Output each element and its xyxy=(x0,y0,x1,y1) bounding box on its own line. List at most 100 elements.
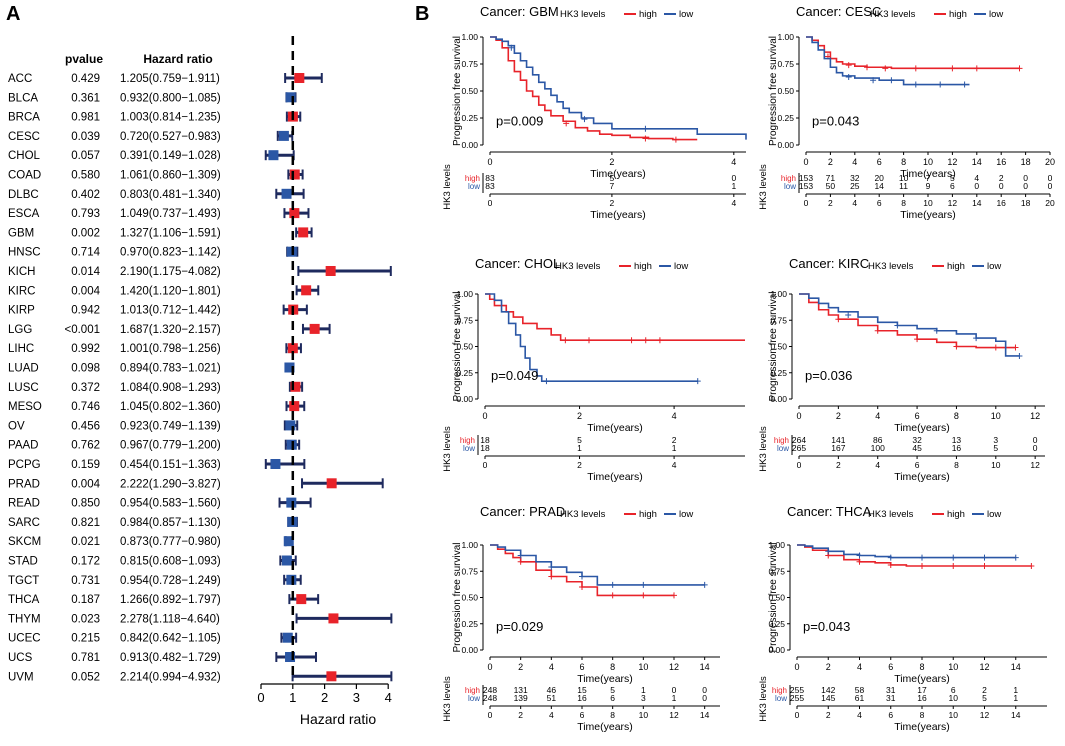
risk-x-tick-label: 14 xyxy=(1011,710,1021,720)
cancer-label: PRAD xyxy=(8,478,40,490)
km-title: Cancer: THCA xyxy=(787,504,872,519)
x-axis-label: Time(years) xyxy=(894,422,950,434)
hr-point xyxy=(309,323,320,334)
hr-cell: 1.061(0.860−1.309) xyxy=(120,170,221,182)
risk-row-label-low: low xyxy=(468,694,480,703)
risk-x-axis-label: Time(years) xyxy=(900,209,956,221)
risk-x-tick-label: 10 xyxy=(949,710,959,720)
cancer-label: THYM xyxy=(8,613,41,625)
risk-count-high: 0 xyxy=(1033,435,1038,445)
x-tick-label: 2 xyxy=(826,662,831,672)
censor-mark-low xyxy=(825,548,832,555)
hr-point xyxy=(284,362,295,373)
censor-mark-high xyxy=(672,136,679,143)
x-tick-label: 8 xyxy=(901,157,906,167)
x-tick-label: 4 xyxy=(857,662,862,672)
x-tick-label: 8 xyxy=(919,662,924,672)
x-tick-label: 2 xyxy=(828,157,833,167)
hr-cell: 0.913(0.482−1.729) xyxy=(120,652,221,664)
pvalue-cell: 0.004 xyxy=(71,478,100,490)
risk-row-label-high: high xyxy=(465,686,480,695)
risk-x-tick-label: 20 xyxy=(1045,198,1055,208)
censor-mark-high xyxy=(973,65,980,72)
risk-x-tick-label: 4 xyxy=(875,460,880,470)
x-axis-label: Time(years) xyxy=(590,168,646,180)
risk-count-high: 264 xyxy=(792,435,806,445)
risk-row-label-low: low xyxy=(468,182,480,191)
legend-title: HK3 levels xyxy=(560,509,606,520)
risk-count-high: 7 xyxy=(926,173,931,183)
censor-mark-high xyxy=(579,584,585,590)
risk-x-tick-label: 8 xyxy=(954,460,959,470)
hr-point xyxy=(328,613,339,624)
risk-count-low: 0 xyxy=(1023,181,1028,191)
risk-count-high: 0 xyxy=(1048,173,1053,183)
cancer-label: UVM xyxy=(8,671,34,683)
x-tick-label: 20 xyxy=(1045,157,1055,167)
x-tick-label: 6 xyxy=(877,157,882,167)
panel-a-label: A xyxy=(6,3,20,25)
risk-table-ylabel: HK3 levels xyxy=(442,426,453,472)
survival-curve-low xyxy=(799,293,1020,357)
censor-mark-low xyxy=(888,77,895,84)
legend-label-high: high xyxy=(639,9,657,20)
risk-row-label-high: high xyxy=(781,174,796,183)
risk-x-tick-label: 0 xyxy=(488,710,493,720)
x-tick-label: 4 xyxy=(672,411,677,421)
y-axis-label: Progression free survival xyxy=(768,291,779,401)
risk-count-high: 86 xyxy=(873,435,883,445)
cancer-label: OV xyxy=(8,420,25,432)
pvalue-cell: 0.098 xyxy=(71,363,100,375)
legend-label-high: high xyxy=(949,9,967,20)
risk-count-low: 10 xyxy=(949,693,959,703)
risk-x-tick-label: 0 xyxy=(797,460,802,470)
x-tick-label: 0 xyxy=(794,662,799,672)
y-tick-label: 0.75 xyxy=(777,59,794,69)
censor-mark-low xyxy=(845,73,852,80)
pvalue-cell: 0.052 xyxy=(71,671,100,683)
pvalue-cell: 0.159 xyxy=(71,459,100,471)
y-tick-label: 0.75 xyxy=(768,566,785,576)
hr-point xyxy=(281,555,292,566)
risk-count-low: 51 xyxy=(547,693,557,703)
hr-point xyxy=(325,266,336,276)
y-tick-label: 0.50 xyxy=(768,593,785,603)
y-tick-label: 0.75 xyxy=(461,59,478,69)
x-tick-label: 4 xyxy=(852,157,857,167)
risk-x-axis-label: Time(years) xyxy=(894,471,950,483)
censor-mark-high xyxy=(671,592,677,599)
censor-mark-low xyxy=(933,327,940,334)
y-tick-label: 1.00 xyxy=(461,540,478,550)
cancer-label: COAD xyxy=(8,170,41,182)
survival-curve-high xyxy=(490,36,698,141)
risk-x-tick-label: 14 xyxy=(700,710,710,720)
x-tick-label: 10 xyxy=(991,411,1001,421)
pvalue-cell: 0.372 xyxy=(71,382,100,394)
km-title: Cancer: KIRC xyxy=(789,256,869,271)
hr-cell: 0.967(0.779−1.200) xyxy=(120,440,221,452)
risk-count-low: 1 xyxy=(672,443,677,453)
risk-count-high: 153 xyxy=(799,173,813,183)
hr-cell: 2.222(1.290−3.827) xyxy=(120,478,221,490)
x-axis-label: Time(years) xyxy=(894,673,950,685)
risk-count-low: 14 xyxy=(874,181,884,191)
hr-cell: 0.720(0.527−0.983) xyxy=(120,131,221,143)
risk-count-high: 4 xyxy=(974,173,979,183)
risk-count-low: 18 xyxy=(480,443,490,453)
survival-curve-high xyxy=(797,544,1032,567)
censor-mark-low xyxy=(870,77,877,84)
censor-mark-low xyxy=(640,581,647,588)
x-tick-label: 14 xyxy=(972,157,982,167)
x-tick-label: 10 xyxy=(638,662,648,672)
risk-count-low: 0 xyxy=(702,693,707,703)
y-tick-label: 0.00 xyxy=(777,140,794,150)
legend-label-low: low xyxy=(987,261,1001,272)
legend-label-high: high xyxy=(947,509,965,520)
risk-x-tick-label: 8 xyxy=(901,198,906,208)
cancer-label: BRCA xyxy=(8,112,40,124)
x-axis-label: Time(years) xyxy=(900,168,956,180)
hr-point xyxy=(281,188,292,199)
x-tick-label: 12 xyxy=(979,662,989,672)
risk-count-high: 255 xyxy=(790,685,804,695)
risk-x-tick-label: 10 xyxy=(639,710,649,720)
